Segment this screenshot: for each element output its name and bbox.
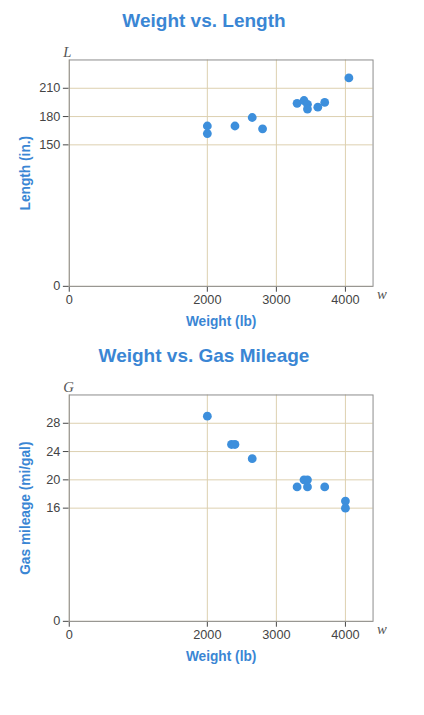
svg-text:0: 0: [53, 278, 60, 293]
svg-text:20: 20: [46, 472, 60, 487]
svg-text:3000: 3000: [262, 627, 290, 642]
svg-text:w: w: [377, 621, 387, 637]
svg-text:16: 16: [46, 500, 60, 515]
svg-text:0: 0: [66, 292, 73, 307]
svg-text:Length (in.): Length (in.): [18, 136, 33, 211]
svg-text:0: 0: [66, 627, 73, 642]
html-text:Weight vs. Length: Weight vs. Length: [122, 10, 286, 31]
svg-text:3000: 3000: [262, 292, 290, 307]
svg-text:150: 150: [39, 137, 60, 152]
svg-text:Weight (lb): Weight (lb): [186, 314, 257, 329]
svg-text:24: 24: [46, 444, 60, 459]
svg-text:210: 210: [39, 80, 60, 95]
svg-text:w: w: [377, 286, 387, 302]
svg-text:0: 0: [53, 613, 60, 628]
svg-text:Weight (lb): Weight (lb): [186, 648, 257, 663]
svg-text:G: G: [63, 379, 74, 395]
svg-text:180: 180: [39, 109, 60, 124]
svg-text:Gas mileage (mi/gal): Gas mileage (mi/gal): [18, 441, 33, 574]
svg-text:4000: 4000: [331, 292, 359, 307]
svg-text:2000: 2000: [193, 292, 221, 307]
svg-text:L: L: [62, 44, 71, 60]
html-text:Weight vs. Gas Mileage: Weight vs. Gas Mileage: [98, 344, 310, 366]
svg-text:2000: 2000: [193, 627, 221, 642]
svg-text:4000: 4000: [331, 627, 359, 642]
svg-text:28: 28: [46, 415, 60, 430]
